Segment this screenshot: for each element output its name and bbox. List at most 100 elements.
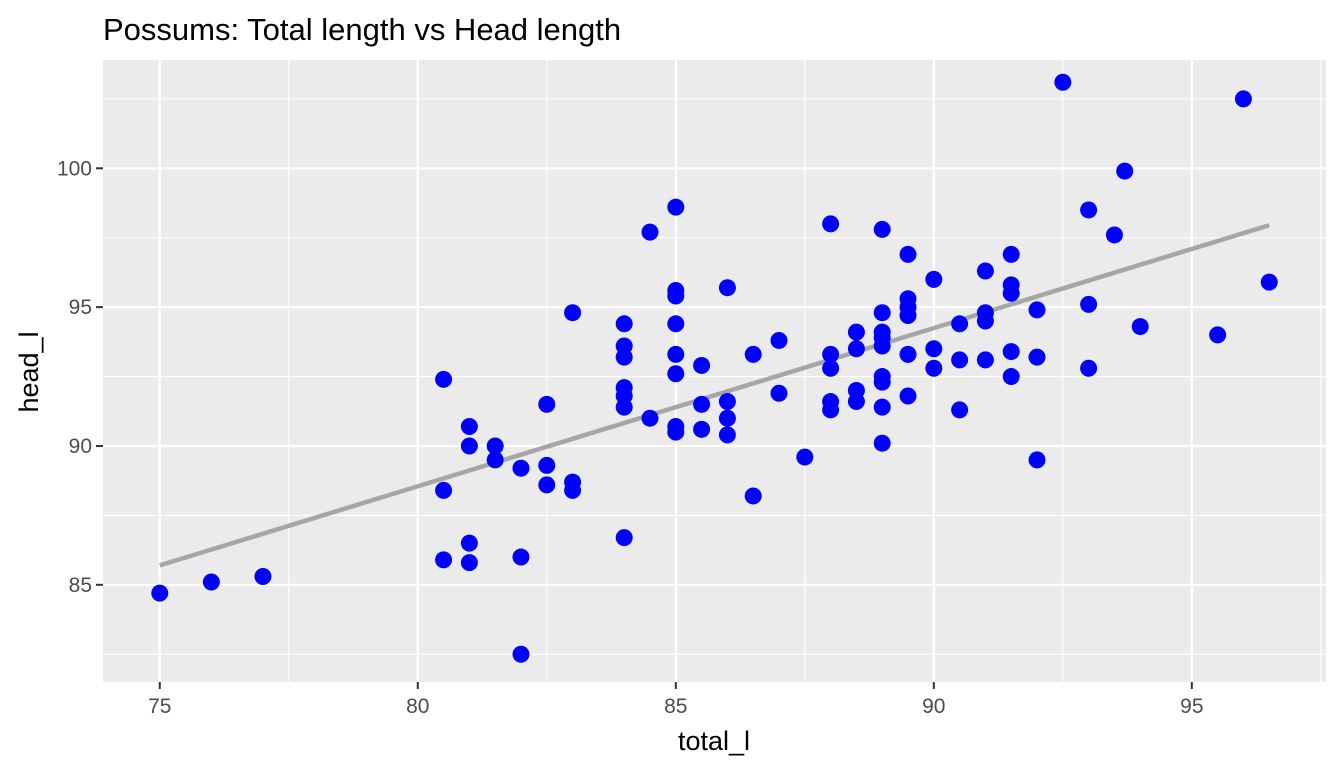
data-point [460,437,478,455]
data-point [486,451,504,469]
data-point [486,437,504,455]
y-tick-label: 85 [69,574,92,597]
data-point [667,287,685,305]
data-point [1080,359,1098,377]
data-point [435,481,453,499]
data-point [822,359,840,377]
data-point [1002,343,1020,361]
data-point [1002,368,1020,386]
data-point [899,306,917,324]
data-point [615,398,633,416]
data-point [202,573,220,591]
data-point [873,220,891,238]
plot-panel [103,60,1326,682]
data-point [460,554,478,572]
data-point [435,551,453,569]
data-point [1260,273,1278,291]
data-point [1002,284,1020,302]
data-point [847,393,865,411]
data-point [925,340,943,358]
data-point [873,434,891,452]
data-point [899,245,917,263]
axis-ticks [96,167,1193,689]
data-point [744,345,762,363]
y-tick-label: 100 [57,157,92,180]
x-tick-label: 95 [1180,695,1203,718]
data-point [899,387,917,405]
data-point [1028,301,1046,319]
data-point [770,384,788,402]
data-point [693,356,711,374]
data-point [667,345,685,363]
y-tick-label: 90 [69,435,92,458]
data-point [951,401,969,419]
data-point [718,426,736,444]
data-point [822,215,840,233]
data-point [847,340,865,358]
data-point [1054,73,1072,91]
data-point [1209,326,1227,344]
data-point [460,418,478,436]
data-point [976,262,994,280]
data-point [1080,201,1098,219]
data-point [770,331,788,349]
data-point [1028,451,1046,469]
data-point [693,395,711,413]
axis-tick-labels: 75 80 85 90 95 85 90 95 100 [57,157,1204,718]
y-axis-title: head_l [14,331,44,412]
data-point [873,304,891,322]
data-point [1234,90,1252,108]
scatter-points [151,73,1278,663]
data-point [951,315,969,333]
data-point [460,534,478,552]
data-point [873,373,891,391]
data-point [822,345,840,363]
x-tick-label: 75 [148,695,171,718]
data-point [615,529,633,547]
data-point [435,370,453,388]
data-point [976,312,994,330]
data-point [564,304,582,322]
data-point [151,584,169,602]
data-point [1131,318,1149,336]
data-point [899,345,917,363]
data-point [1105,226,1123,244]
data-point [873,398,891,416]
data-point [976,351,994,369]
x-axis-title: total_l [678,726,750,756]
data-point [873,337,891,355]
data-point [744,487,762,505]
data-point [615,348,633,366]
chart-title: Possums: Total length vs Head length [103,12,621,47]
data-point [693,420,711,438]
x-tick-label: 90 [922,695,945,718]
data-point [538,456,556,474]
data-point [538,476,556,494]
data-point [512,645,530,663]
data-point [1080,295,1098,313]
data-point [951,351,969,369]
data-point [718,409,736,427]
data-point [1002,245,1020,263]
x-tick-label: 85 [664,695,687,718]
data-point [667,423,685,441]
data-point [564,481,582,499]
trend-line [159,223,1270,568]
data-point [538,395,556,413]
data-point [667,315,685,333]
data-point [641,223,659,241]
data-point [847,323,865,341]
data-point [1028,348,1046,366]
data-point [667,198,685,216]
y-tick-label: 95 [69,296,92,319]
data-point [925,359,943,377]
data-point [1116,162,1134,180]
data-point [718,279,736,297]
data-point [796,448,814,466]
data-point [667,365,685,383]
data-point [925,270,943,288]
data-point [615,315,633,333]
x-tick-label: 80 [406,695,429,718]
data-point [254,567,272,585]
